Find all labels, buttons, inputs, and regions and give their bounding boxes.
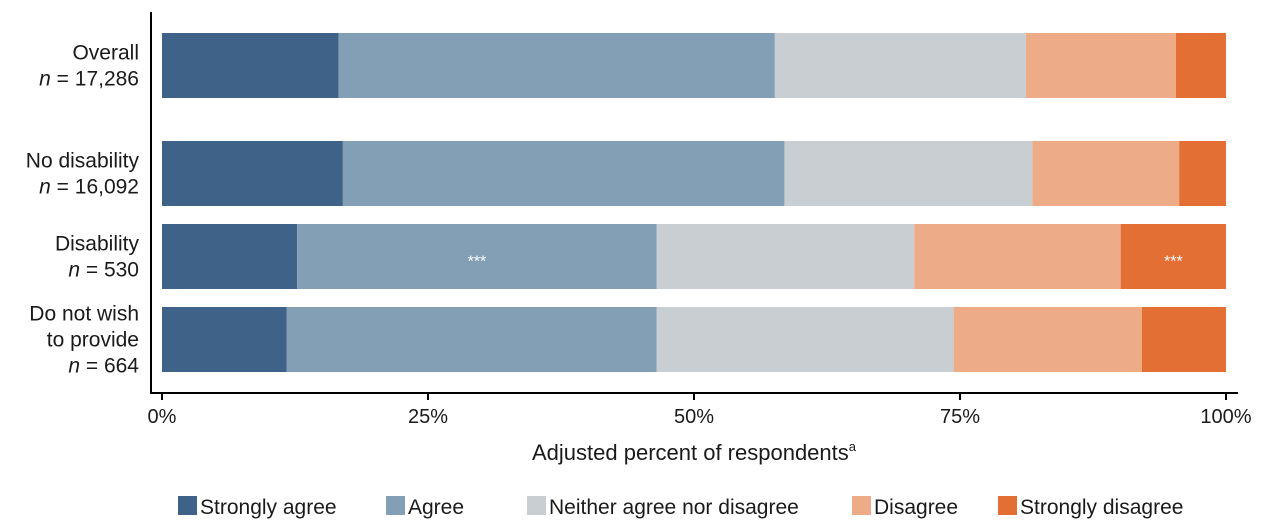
legend-item-strongly-agree: Strongly agree	[178, 496, 337, 519]
category-label-1: Overall n = 17,286	[39, 42, 139, 91]
bar-2-disagree	[1032, 141, 1180, 206]
x-axis-title-text: Adjusted percent of respondents	[532, 440, 849, 465]
category-n-value: = 17,286	[51, 68, 139, 91]
legend-swatch	[178, 496, 197, 515]
bar-4-disagree	[953, 307, 1142, 372]
bar-2-strongly-agree	[162, 141, 343, 206]
significance-annotation-2: ***	[1164, 254, 1183, 271]
x-tick-label: 25%	[408, 406, 448, 428]
category-n-value: = 530	[80, 259, 139, 282]
category-label-2: No disability n = 16,092	[26, 150, 140, 199]
category-n-value: = 664	[80, 355, 139, 378]
legend-item-neither-agree-nor-disagree: Neither agree nor disagree	[527, 496, 799, 519]
x-tick-label: 100%	[1200, 406, 1251, 428]
bar-1-strongly-disagree	[1175, 33, 1226, 98]
bar-1-agree	[338, 33, 775, 98]
legend-label: Strongly agree	[200, 496, 337, 519]
category-n-symbol: n	[39, 68, 51, 91]
bars-group	[162, 33, 1226, 372]
bar-1-strongly-agree	[162, 33, 339, 98]
annotations-group: *** ***	[468, 254, 1183, 271]
bar-4-strongly-disagree	[1141, 307, 1226, 372]
legend-swatch	[852, 496, 871, 515]
category-label-line: Disability	[55, 233, 140, 256]
x-axis-title: Adjusted percent of respondentsa	[532, 439, 857, 465]
x-axis-title-superscript: a	[849, 439, 857, 454]
bar-1-disagree	[1025, 33, 1176, 98]
category-label-line: No disability	[26, 150, 140, 173]
category-n-symbol: n	[68, 259, 80, 282]
bar-2-strongly-disagree	[1179, 141, 1226, 206]
bar-4-neither-agree-nor-disagree	[656, 307, 954, 372]
legend-swatch	[386, 496, 405, 515]
legend-item-strongly-disagree: Strongly disagree	[998, 496, 1183, 519]
legend-item-agree: Agree	[386, 496, 464, 519]
category-labels-group: Overall n = 17,286 No disability n = 16,092…	[26, 42, 140, 378]
bar-3-strongly-disagree	[1120, 224, 1226, 289]
bar-3-strongly-agree	[162, 224, 298, 289]
legend-swatch	[527, 496, 546, 515]
category-label-line: to provide	[47, 329, 139, 352]
bar-3-agree	[297, 224, 657, 289]
x-tick-label: 75%	[940, 406, 980, 428]
category-n-value: = 16,092	[51, 176, 139, 199]
x-tick-label: 0%	[148, 406, 177, 428]
legend-label: Strongly disagree	[1020, 496, 1183, 519]
category-label-line: Overall	[72, 42, 139, 65]
bar-4-strongly-agree	[162, 307, 287, 372]
bar-2-agree	[342, 141, 785, 206]
x-ticks-group: 0% 25% 50% 75% 100%	[148, 393, 1252, 428]
legend-item-disagree: Disagree	[852, 496, 958, 519]
x-tick-label: 50%	[674, 406, 714, 428]
legend-label: Disagree	[874, 496, 958, 519]
legend-swatch	[998, 496, 1017, 515]
bar-4-agree	[286, 307, 657, 372]
category-n-symbol: n	[68, 355, 80, 378]
category-label-4: Do not wish to provide n = 664	[29, 303, 139, 378]
legend: Strongly agree Agree Neither agree nor dis…	[178, 496, 1183, 519]
bar-2-neither-agree-nor-disagree	[784, 141, 1033, 206]
significance-annotation-1: ***	[468, 254, 487, 271]
bar-3-neither-agree-nor-disagree	[656, 224, 915, 289]
legend-label: Agree	[408, 496, 464, 519]
category-n-symbol: n	[39, 176, 51, 199]
category-label-line: Do not wish	[29, 303, 139, 326]
legend-label: Neither agree nor disagree	[549, 496, 799, 519]
category-label-3: Disability n = 530	[55, 233, 140, 282]
bar-3-disagree	[914, 224, 1121, 289]
bar-1-neither-agree-nor-disagree	[774, 33, 1026, 98]
